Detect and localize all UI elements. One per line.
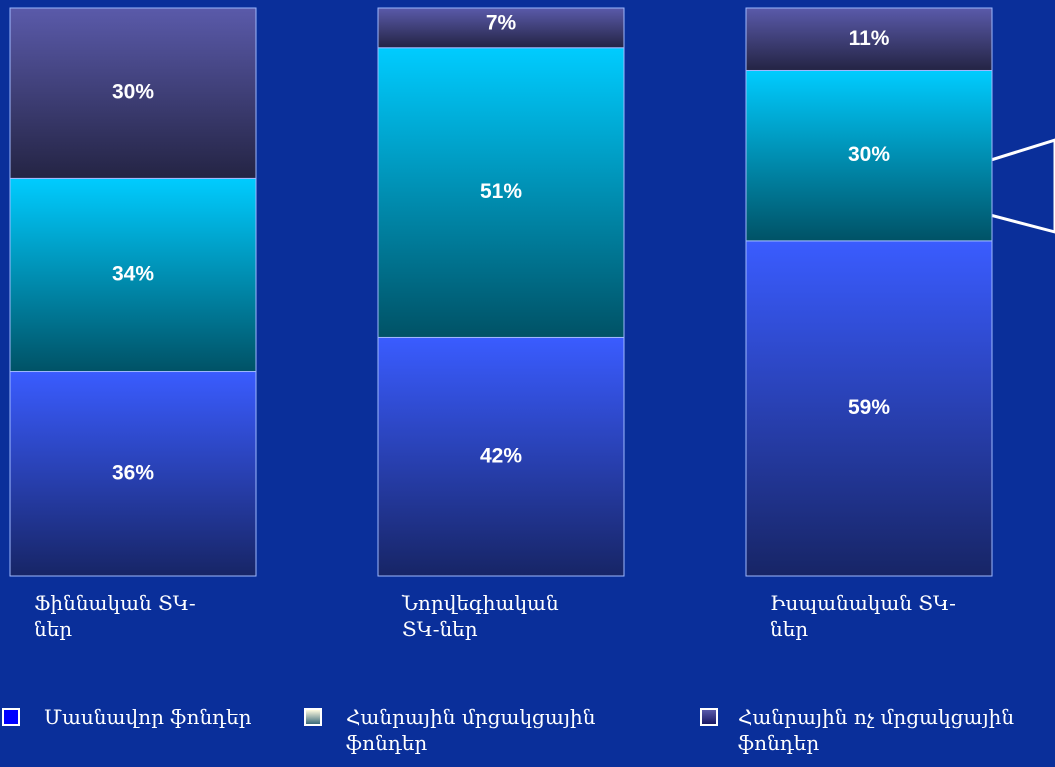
value-label: 7% — [486, 11, 517, 34]
bar-segment — [377, 336, 625, 577]
value-label: 34% — [112, 263, 154, 286]
bar-segment — [377, 7, 625, 49]
bar-segment — [9, 371, 257, 577]
value-label: 30% — [848, 143, 890, 166]
value-label: 51% — [480, 180, 522, 203]
legend-label: Հանրային մրցակցային ֆոնդեր — [346, 705, 596, 755]
bar-segment — [9, 7, 257, 179]
bar-segment — [745, 7, 993, 71]
bar-segment — [377, 47, 625, 338]
category-label: Ֆիննական ՏԿ-ներ — [34, 591, 196, 641]
legend-label: Մասնավոր ֆոնդեր — [44, 705, 252, 729]
bar-segment — [745, 69, 993, 242]
bar-segment — [9, 177, 257, 373]
bar-segment — [745, 240, 993, 577]
category-label: Նորվեգիական ՏԿ-ներ — [402, 591, 559, 641]
legend-swatch — [700, 708, 718, 726]
value-label: 42% — [480, 444, 522, 467]
category-label: Իսպանական ՏԿ-ներ — [770, 591, 956, 641]
legend-swatch — [304, 708, 322, 726]
legend-swatch — [2, 708, 20, 726]
value-label: 30% — [112, 81, 154, 104]
legend-label: Հանրային ոչ մրցակցային ֆոնդեր — [738, 705, 1015, 755]
value-label: 36% — [112, 461, 154, 484]
value-label: 59% — [848, 396, 890, 419]
value-label: 11% — [849, 27, 890, 50]
